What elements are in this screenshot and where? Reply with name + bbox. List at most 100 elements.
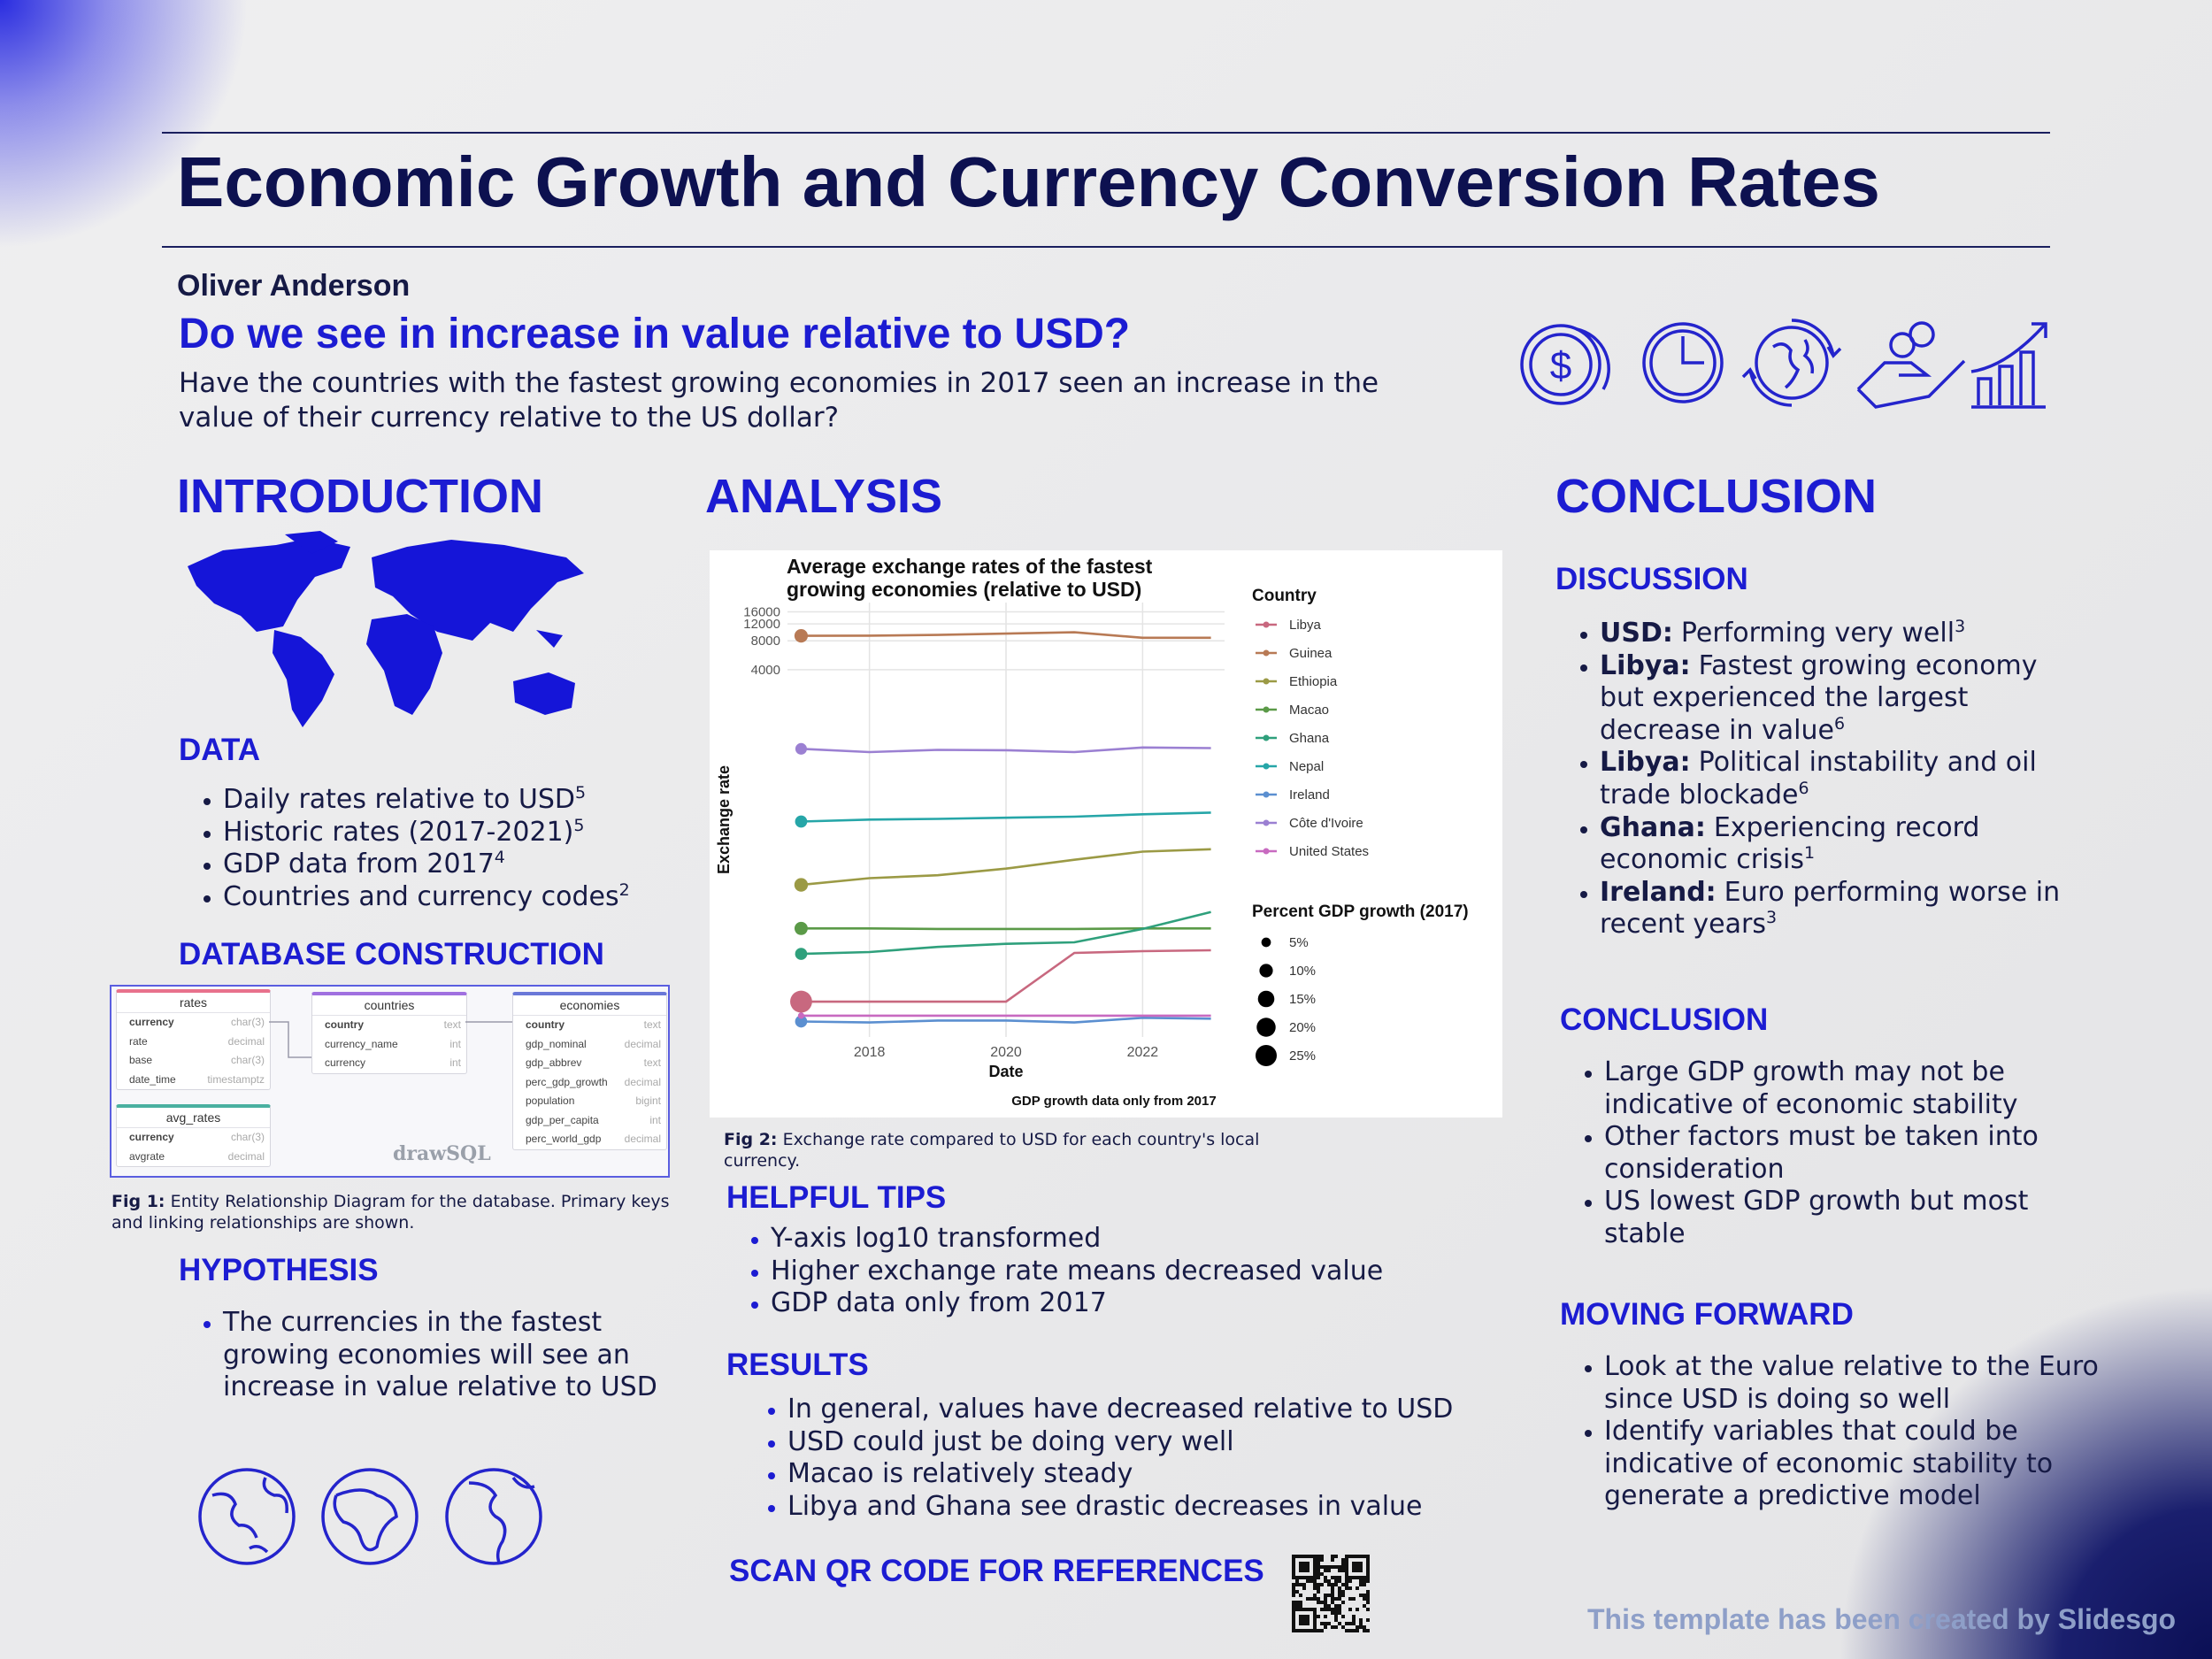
results-list: In general, values have decreased relati… (743, 1394, 1453, 1523)
line (801, 949, 1211, 1003)
line (801, 811, 1211, 823)
qr-module (1317, 1555, 1320, 1558)
qr-module (1313, 1629, 1317, 1632)
qr-module (1334, 1608, 1338, 1611)
y-tick-label: 16000 (743, 605, 780, 620)
qr-module (1345, 1565, 1348, 1569)
qr-module (1366, 1590, 1370, 1594)
x-tick-label: 2022 (1127, 1045, 1159, 1060)
erd-logo: drawSQL (393, 1142, 491, 1165)
reference: 6 (1833, 713, 1846, 733)
item-text: Experiencing record economic crisis (1600, 811, 1980, 876)
qr-module (1306, 1597, 1310, 1601)
size-legend-label: 5% (1289, 935, 1309, 950)
qr-module (1338, 1594, 1341, 1597)
y-tick-label: 12000 (743, 617, 780, 632)
qr-module (1324, 1594, 1327, 1597)
qr-module (1299, 1565, 1302, 1569)
qr-module (1306, 1622, 1310, 1625)
qr-module (1317, 1569, 1320, 1572)
legend-dot (1263, 678, 1270, 685)
qr-module (1317, 1586, 1320, 1590)
caption-label: Fig 2: (724, 1130, 778, 1149)
qr-module (1292, 1572, 1295, 1576)
qr-module (1299, 1604, 1302, 1608)
line (801, 848, 1211, 887)
figure-caption: Fig 1: Entity Relationship Diagram for t… (111, 1191, 678, 1233)
legend-label: Libya (1289, 618, 1322, 633)
erd-field: gdp_abbrev (526, 1056, 582, 1069)
qr-module (1313, 1611, 1317, 1615)
item-text: Daily rates relative to USD (223, 784, 575, 815)
qr-module (1352, 1615, 1356, 1618)
qr-module (1292, 1562, 1295, 1565)
qr-module (1338, 1579, 1341, 1583)
qr-module (1341, 1601, 1345, 1604)
qr-module (1348, 1629, 1352, 1632)
qr-module (1331, 1597, 1334, 1601)
qr-module (1324, 1597, 1327, 1601)
erd-type: decimal (624, 1037, 661, 1050)
list-item: GDP data from 20174 (223, 849, 630, 881)
qr-module (1359, 1576, 1363, 1579)
erd-row: perc_gdp_growth decimal (513, 1073, 666, 1093)
qr-module (1292, 1558, 1295, 1562)
qr-module (1302, 1586, 1306, 1590)
qr-module (1348, 1608, 1352, 1611)
erd-diagram: rates currency char(3) rate decimal base char(… (110, 985, 670, 1178)
size-legend-marker (1261, 937, 1271, 948)
list-item: Macao is relatively steady (787, 1458, 1453, 1491)
erd-type: decimal (227, 1034, 265, 1048)
erd-table-name: avg_rates (117, 1108, 270, 1128)
item-text: Performing very well (1680, 618, 1955, 649)
qr-module (1302, 1629, 1306, 1632)
erd-field: perc_world_gdp (526, 1133, 602, 1145)
qr-module (1359, 1583, 1363, 1586)
list-item: The currencies in the fastest growing ec… (223, 1307, 701, 1404)
qr-module (1295, 1583, 1299, 1586)
qr-module (1331, 1601, 1334, 1604)
legend-dot (1263, 706, 1270, 713)
list-item: Y-axis log10 transformed (771, 1223, 1383, 1256)
erd-table-name: rates (117, 993, 270, 1013)
qr-module (1341, 1565, 1345, 1569)
qr-module (1320, 1565, 1324, 1569)
list-item: Large GDP growth may not be indicative o… (1604, 1056, 2100, 1121)
qr-module (1366, 1618, 1370, 1622)
erd-table: avg_rates currency char(3) avgrate decimal (116, 1104, 271, 1167)
list-item: USD could just be doing very well (787, 1426, 1453, 1459)
qr-module (1320, 1558, 1324, 1562)
qr-module (1295, 1555, 1299, 1558)
list-item: Daily rates relative to USD5 (223, 784, 630, 817)
x-tick-label: 2020 (990, 1045, 1022, 1060)
qr-module (1331, 1594, 1334, 1597)
qr-module (1348, 1622, 1352, 1625)
erd-type: timestamptz (207, 1072, 265, 1086)
rule (162, 132, 2050, 134)
qr-module (1356, 1608, 1359, 1611)
world-map (188, 531, 584, 727)
subheading: MOVING FORWARD (1560, 1297, 1854, 1332)
qr-module (1310, 1576, 1313, 1579)
list-item: Look at the value relative to the Euro s… (1604, 1351, 2100, 1416)
list-item: Identify variables that could be indicat… (1604, 1416, 2100, 1513)
qr-module (1317, 1558, 1320, 1562)
growth-bubble (795, 1015, 808, 1028)
qr-module (1306, 1569, 1310, 1572)
section-heading: INTRODUCTION (177, 470, 543, 523)
line (801, 746, 1211, 754)
growth-bubble (795, 815, 808, 828)
qr-module (1356, 1629, 1359, 1632)
legend-title: Country (1252, 587, 1317, 605)
erd-table-name: countries (312, 995, 466, 1016)
erd-row: currency char(3) (117, 1013, 270, 1033)
qr-module (1338, 1576, 1341, 1579)
erd-row: gdp_nominal decimal (513, 1035, 666, 1055)
qr-module (1317, 1597, 1320, 1601)
qr-module (1327, 1622, 1331, 1625)
erd-table-name: economies (513, 995, 666, 1016)
qr-module (1366, 1565, 1370, 1569)
qr-module (1348, 1597, 1352, 1601)
erd-type: text (643, 1056, 661, 1069)
qr-module (1295, 1590, 1299, 1594)
